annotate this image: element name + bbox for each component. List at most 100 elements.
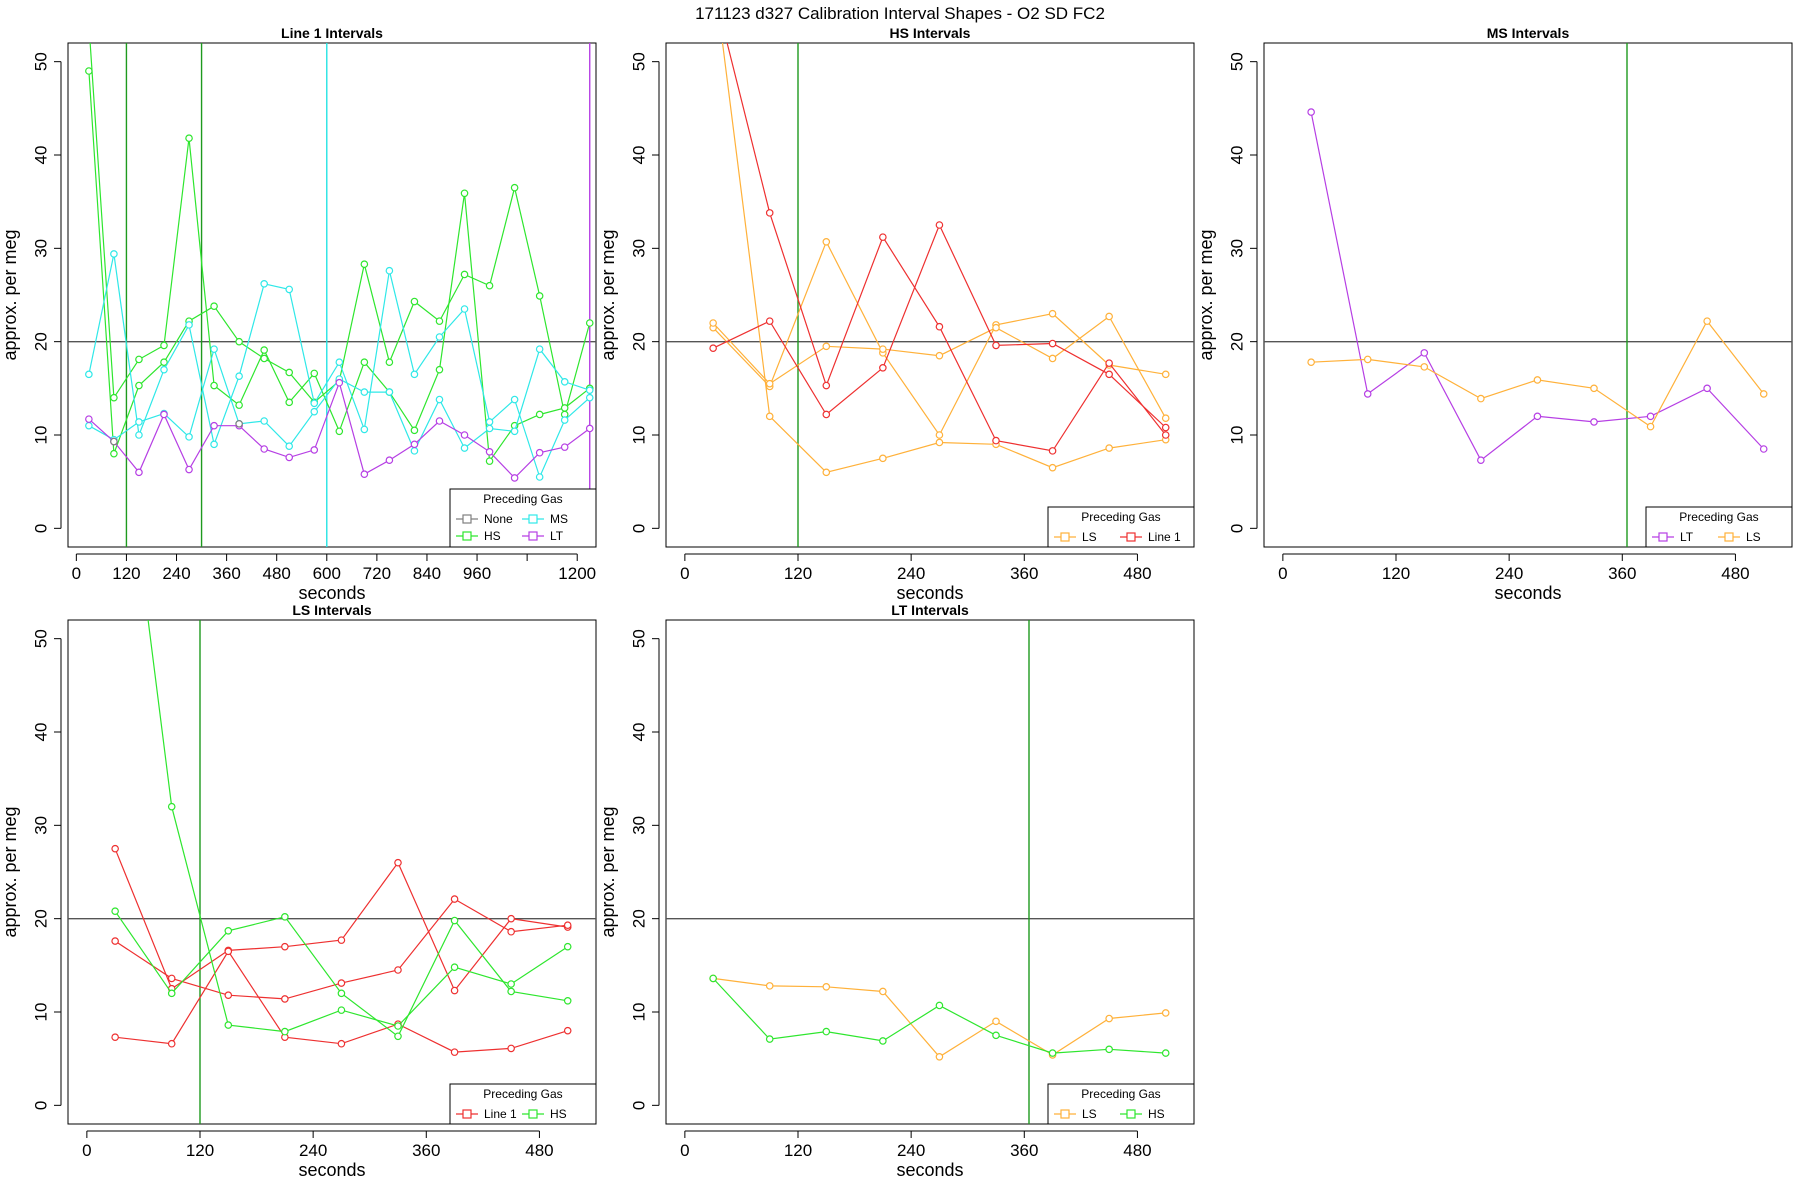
x-tick-label: 480	[1721, 564, 1749, 583]
series-line	[713, 977, 1166, 1058]
data-point	[224, 991, 233, 1000]
legend-title: Preceding Gas	[483, 1087, 562, 1101]
data-point	[285, 368, 294, 377]
data-point	[992, 323, 1000, 332]
data-point	[1048, 354, 1057, 363]
data-point	[111, 907, 119, 916]
data-point	[110, 250, 118, 258]
y-tick-label: 20	[629, 909, 648, 928]
data-point	[822, 468, 831, 477]
data-point	[85, 415, 93, 423]
data-point	[185, 134, 193, 143]
legend-box	[1645, 506, 1793, 548]
data-point	[210, 381, 218, 390]
data-point	[210, 345, 218, 353]
data-point	[510, 183, 519, 192]
data-point	[450, 1048, 459, 1056]
data-point	[822, 1027, 831, 1036]
x-tick-label: 120	[784, 564, 812, 583]
data-point	[585, 424, 594, 433]
y-tick-label: 40	[31, 146, 50, 165]
data-point	[111, 844, 119, 853]
data-point	[110, 437, 118, 446]
data-point	[110, 449, 118, 458]
x-tick-label: 360	[1608, 564, 1636, 583]
data-point	[507, 914, 515, 923]
x-tick-label: 720	[363, 564, 391, 583]
data-point	[560, 443, 569, 451]
data-point	[822, 381, 831, 390]
legend-swatch-marker	[528, 1109, 538, 1119]
plot-area	[68, 355, 596, 1124]
data-point	[460, 444, 469, 452]
y-tick-label: 30	[31, 816, 50, 835]
data-point	[992, 436, 1000, 445]
data-point	[210, 421, 218, 430]
data-point	[235, 337, 243, 346]
x-tick-label: 960	[463, 564, 491, 583]
y-tick-label: 20	[1227, 332, 1246, 351]
x-tick-label: 0	[680, 1141, 689, 1160]
data-point	[86, 21, 92, 27]
data-point	[879, 987, 887, 996]
y-tick-label: 40	[629, 146, 648, 165]
data-point	[1161, 431, 1170, 439]
legend-swatch-marker	[1060, 1109, 1070, 1119]
data-point	[394, 1032, 402, 1041]
chart-panel: HS Intervals 0 10 20 30 40 50 approx. per meg 0 1…	[598, 25, 1195, 603]
x-tick-label: 0	[680, 564, 689, 583]
data-point	[510, 395, 519, 404]
data-point	[765, 982, 774, 990]
y-tick-label: 0	[629, 524, 648, 533]
x-axis-label: seconds	[298, 583, 365, 603]
data-point	[224, 1021, 233, 1029]
data-point	[585, 319, 594, 327]
data-point	[1477, 394, 1485, 403]
data-point	[224, 947, 233, 956]
data-point	[112, 355, 118, 361]
y-tick-label: 30	[629, 239, 648, 258]
data-point	[1048, 447, 1057, 455]
data-point	[110, 393, 118, 402]
y-axis-label: approx. per meg	[0, 806, 20, 937]
data-point	[337, 989, 346, 998]
data-point	[85, 67, 93, 75]
y-tick-label: 0	[31, 1101, 50, 1110]
y-tick-label: 40	[629, 723, 648, 742]
series-line	[115, 950, 568, 1053]
plot-frame	[67, 619, 597, 1125]
data-point	[410, 297, 419, 306]
data-point	[260, 346, 268, 354]
y-tick-label: 10	[1227, 426, 1246, 445]
y-tick-label: 20	[31, 332, 50, 351]
legend-label: LS	[1082, 1107, 1097, 1121]
x-axis-label: seconds	[298, 1160, 365, 1180]
data-point	[450, 963, 459, 972]
data-point	[337, 1039, 346, 1048]
data-point	[185, 465, 193, 474]
legend-box	[1047, 1083, 1195, 1125]
data-point	[485, 424, 494, 433]
data-point	[185, 433, 193, 441]
data-point	[210, 302, 218, 311]
x-axis-label: seconds	[896, 583, 963, 603]
chart-panel: MS Intervals 0 10 20 30 40 50 approx. per meg 0 1…	[1196, 25, 1793, 603]
data-point	[235, 419, 243, 428]
panels: Line 1 Intervals 0 10 20 30 40 50 approx. per m…	[0, 21, 1793, 1180]
data-point	[485, 281, 494, 290]
data-point	[1703, 384, 1711, 393]
data-point	[485, 418, 494, 426]
data-point	[1590, 418, 1598, 426]
legend-box	[1047, 506, 1195, 548]
x-tick-label: 0	[82, 1141, 91, 1160]
x-tick-label: 240	[162, 564, 190, 583]
data-point	[450, 916, 459, 925]
x-tick-label: 480	[263, 564, 291, 583]
x-tick-label: 0	[72, 564, 81, 583]
data-point	[510, 427, 519, 436]
data-point	[450, 895, 459, 903]
x-tick-label: 120	[186, 1141, 214, 1160]
data-point	[435, 333, 444, 341]
data-point	[507, 927, 515, 936]
data-point	[709, 344, 717, 353]
